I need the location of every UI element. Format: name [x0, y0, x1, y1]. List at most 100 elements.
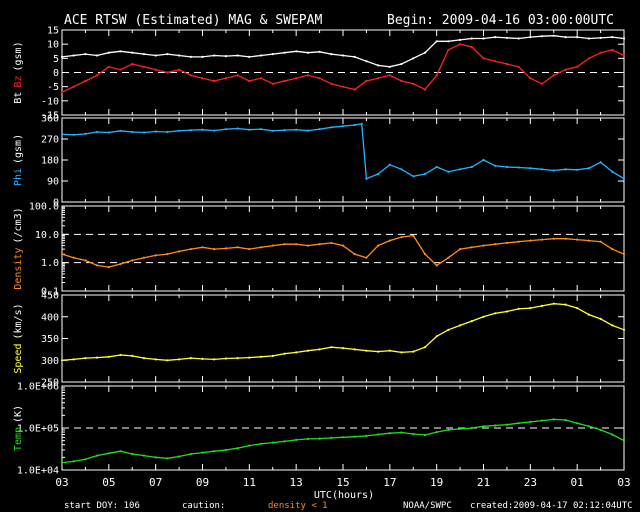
data-point: [96, 264, 99, 267]
data-point: [470, 246, 473, 249]
y-label-part: (gsm): [13, 134, 24, 164]
data-point: [552, 418, 555, 421]
data-point: [459, 248, 462, 251]
data-point: [435, 165, 438, 169]
data-point: [154, 54, 157, 57]
data-point: [353, 348, 356, 351]
data-point: [213, 129, 216, 132]
data-point: [459, 168, 462, 171]
data-point: [248, 79, 251, 83]
data-point: [482, 315, 485, 318]
data-point: [318, 348, 321, 351]
series-phi: [61, 123, 625, 180]
data-point: [400, 351, 403, 354]
data-point: [318, 437, 321, 440]
data-point: [599, 428, 602, 431]
data-point: [400, 62, 403, 66]
data-point: [341, 85, 345, 88]
data-point: [423, 172, 427, 176]
data-point: [60, 253, 64, 256]
data-point: [178, 250, 181, 253]
data-point: [119, 68, 122, 71]
data-point: [377, 244, 380, 247]
x-tick-label: 15: [336, 476, 349, 489]
data-point: [271, 244, 274, 247]
data-point: [142, 131, 146, 134]
data-point: [154, 254, 157, 257]
data-point: [201, 77, 204, 80]
data-point: [60, 133, 64, 136]
data-point: [213, 79, 216, 83]
data-point: [107, 266, 110, 269]
data-point: [599, 51, 602, 54]
data-point: [365, 79, 368, 83]
data-point: [470, 165, 473, 169]
data-point: [119, 262, 122, 266]
data-point: [412, 57, 415, 60]
data-point: [318, 243, 321, 246]
data-point: [248, 128, 251, 131]
panel-phi: 360 270 180 90 0 Phi (gsm): [13, 114, 626, 209]
x-tick-label: 13: [290, 476, 303, 489]
data-point: [119, 353, 122, 357]
data-point: [96, 74, 99, 77]
data-point: [517, 166, 520, 169]
data-point: [72, 256, 75, 259]
data-point: [330, 241, 333, 244]
data-point: [271, 129, 274, 132]
y-label-part: (/cm3): [13, 207, 24, 243]
y-label-part: (K): [13, 405, 24, 423]
data-point: [236, 54, 239, 57]
data-point: [353, 55, 356, 59]
y-axis-label: Bt Bz (gsm): [13, 41, 24, 103]
data-point: [119, 129, 122, 132]
data-point: [517, 240, 520, 243]
data-point: [306, 349, 309, 352]
data-point: [435, 74, 438, 77]
panel-speed: 450 400 350 300 250 Speed (km/s): [13, 291, 626, 389]
data-point: [271, 82, 274, 85]
data-point: [377, 77, 380, 80]
data-point: [72, 358, 75, 361]
data-point: [447, 428, 450, 431]
data-point: [330, 126, 333, 129]
data-point: [576, 65, 579, 68]
data-point: [482, 425, 485, 428]
data-point: [259, 355, 263, 358]
data-point: [318, 50, 321, 53]
data-point: [142, 357, 146, 360]
data-point: [142, 454, 146, 457]
data-point: [224, 128, 227, 131]
data-point: [622, 54, 626, 57]
data-point: [540, 304, 544, 307]
data-point: [564, 68, 567, 71]
data-point: [540, 168, 544, 171]
data-point: [435, 431, 438, 434]
chart-title: ACE RTSW (Estimated) MAG & SWEPAM: [64, 13, 322, 28]
data-point: [248, 356, 251, 359]
data-point: [576, 168, 579, 171]
data-point: [236, 127, 239, 130]
data-point: [517, 422, 520, 425]
data-point: [611, 36, 614, 39]
data-point: [435, 40, 438, 43]
data-point: [72, 133, 75, 136]
data-point: [166, 130, 169, 134]
data-point: [470, 426, 473, 430]
y-axis-label: Speed (km/s): [13, 303, 24, 373]
data-point: [178, 68, 181, 71]
data-point: [494, 243, 497, 246]
data-point: [189, 452, 192, 456]
data-point: [482, 37, 485, 40]
y-tick-label: 5: [53, 54, 59, 65]
data-point: [295, 128, 298, 131]
data-point: [178, 54, 181, 57]
data-point: [318, 77, 321, 80]
data-point: [341, 436, 345, 439]
created-timestamp: created:2009-04-17 02:12:04UTC: [470, 501, 633, 511]
data-point: [306, 74, 309, 77]
data-point: [412, 175, 415, 178]
data-point: [271, 53, 274, 56]
data-point: [377, 172, 380, 176]
data-point: [388, 65, 391, 68]
